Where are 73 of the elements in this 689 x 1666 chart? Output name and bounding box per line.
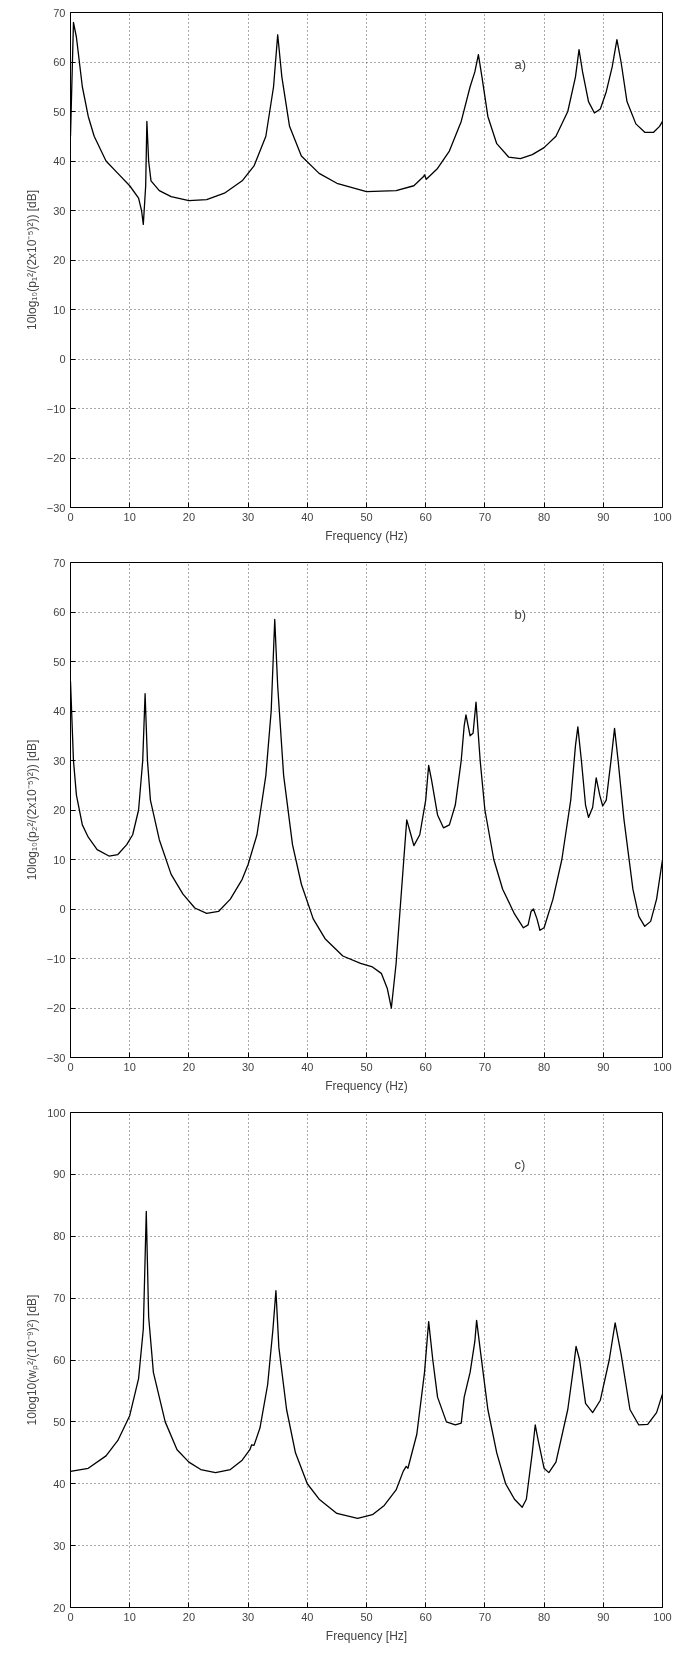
y-axis-title: 10log10(wₚ²/(10⁻⁹)²) [dB] [25,1294,40,1426]
y-tick-label: 60 [53,56,66,68]
x-tick-label: 50 [360,1060,373,1073]
y-tick-label: 30 [53,1539,66,1552]
x-tick-label: 30 [241,1610,255,1623]
x-tick-label: 40 [301,1610,314,1623]
x-tick-label: 60 [419,510,432,523]
y-tick-label: 100 [47,1106,66,1119]
x-tick-label: 70 [478,1060,492,1073]
x-tick-label: 10 [123,1060,136,1073]
x-tick-label: 60 [419,1610,432,1623]
y-tick-label: −20 [46,1002,66,1014]
y-tick-label: 70 [53,6,66,19]
y-tick-label: 40 [53,705,66,717]
y-tick-label: 10 [53,303,66,316]
y-tick-label: −30 [46,1051,66,1064]
y-tick-label: −30 [46,501,66,514]
x-tick-label: 0 [67,510,74,523]
x-tick-label: 20 [182,510,196,523]
x-tick-label: 100 [653,510,672,523]
y-tick-label: 70 [53,1292,66,1305]
x-tick-label: 0 [67,1060,74,1073]
x-tick-label: 30 [241,510,255,523]
y-tick-label: 0 [59,903,66,915]
y-tick-label: 20 [53,1601,66,1614]
x-tick-label: 10 [123,1610,136,1623]
y-tick-label: 30 [53,754,66,767]
x-tick-label: 0 [67,1610,74,1623]
x-tick-label: 70 [478,1610,492,1623]
x-tick-label: 90 [597,1610,610,1623]
annotation: b) [514,606,527,622]
x-tick-label: 80 [537,1610,551,1623]
x-tick-label: 20 [182,1060,196,1073]
y-tick-label: 80 [53,1230,66,1243]
x-tick-label: 20 [182,1610,196,1623]
y-tick-label: 20 [53,254,66,266]
annotation: a) [514,56,527,72]
y-tick-label: 70 [53,556,66,569]
x-tick-label: 70 [478,510,492,523]
x-tick-label: 40 [301,510,314,523]
x-axis-title: Frequency [Hz] [325,1628,408,1643]
x-tick-label: 60 [419,1060,432,1073]
x-tick-label: 30 [241,1060,255,1073]
y-tick-label: −10 [46,402,66,415]
y-tick-label: 20 [53,804,66,816]
y-tick-label: 50 [53,105,66,118]
y-tick-label: −20 [46,452,66,464]
y-tick-label: 40 [53,155,66,167]
y-tick-label: −10 [46,952,66,965]
x-axis-title: Frequency (Hz) [325,528,408,543]
y-tick-label: 50 [53,655,66,668]
y-tick-label: 10 [53,853,66,866]
y-tick-label: 90 [53,1168,66,1181]
y-tick-label: 40 [53,1477,66,1490]
x-tick-label: 80 [537,1060,551,1073]
x-axis-title: Frequency (Hz) [325,1078,408,1093]
x-tick-label: 50 [360,510,373,523]
y-tick-label: 30 [53,204,66,217]
y-axis-title: 10log₁₀(p₂²/(2x10⁻⁵)²)) [dB] [24,739,39,881]
x-tick-label: 10 [123,510,136,523]
x-tick-label: 100 [653,1060,672,1073]
y-tick-label: 50 [53,1415,66,1428]
x-tick-label: 90 [597,510,610,523]
annotation: c) [514,1156,526,1172]
y-axis-title: 10log₁₀(p₁²/(2x10⁻⁵)²)) [dB] [24,189,39,331]
x-tick-label: 90 [597,1060,610,1073]
x-tick-label: 50 [360,1610,373,1623]
x-tick-label: 100 [653,1610,672,1623]
y-tick-label: 0 [59,353,66,365]
x-tick-label: 80 [537,510,551,523]
y-tick-label: 60 [53,1354,66,1366]
y-tick-label: 60 [53,606,66,618]
x-tick-label: 40 [301,1060,314,1073]
